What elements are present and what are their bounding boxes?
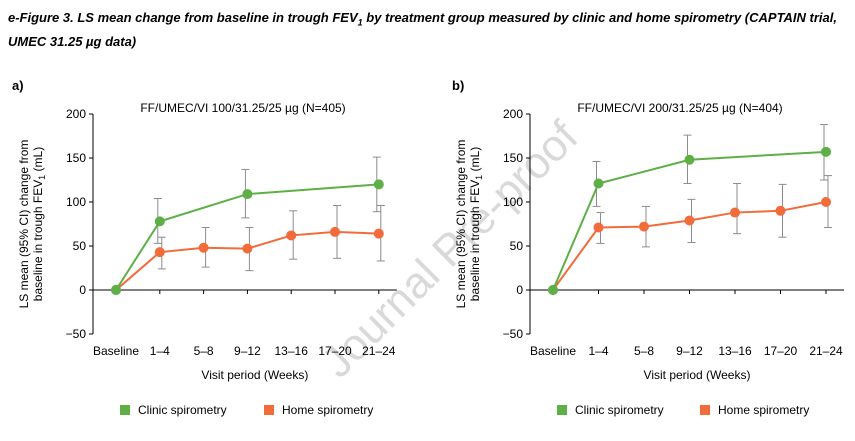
legend-swatch-home <box>700 405 710 415</box>
x-tick-label: 5–8 <box>194 344 214 358</box>
data-point-home <box>330 226 340 237</box>
data-point-clinic <box>548 285 558 295</box>
y-tick-label: 100 <box>66 195 86 209</box>
series-line-home <box>552 201 827 291</box>
data-point-clinic <box>154 216 165 227</box>
caption-text: e-Figure 3. LS mean change from baseline… <box>8 10 358 25</box>
data-point-home <box>154 247 165 258</box>
y-tick-label: −50 <box>503 327 524 341</box>
x-axis-label: Visit period (Weeks) <box>201 368 308 382</box>
x-tick-label: 21–24 <box>809 344 843 358</box>
data-point-home <box>286 230 297 241</box>
legend-panel-a: Clinic spirometry Home spirometry <box>120 403 373 417</box>
legend-label-clinic: Clinic spirometry <box>138 403 227 417</box>
x-tick-label: 17–20 <box>764 344 798 358</box>
series-line-home <box>115 230 379 291</box>
x-tick-label: 21–24 <box>362 344 396 358</box>
data-point-clinic <box>111 285 121 295</box>
legend-swatch-home <box>264 405 274 415</box>
data-point-home <box>684 215 695 226</box>
x-tick-label: 5–8 <box>634 344 654 358</box>
legend-panel-b: Clinic spirometry Home spirometry <box>557 403 809 417</box>
x-tick-label: 1–4 <box>150 344 170 358</box>
x-axis-label: Visit period (Weeks) <box>644 368 751 382</box>
y-tick-label: 50 <box>510 239 524 253</box>
caption-line-1: e-Figure 3. LS mean change from baseline… <box>8 6 848 30</box>
chart-title: FF/UMEC/VI 200/31.25/25 µg (N=404) <box>577 101 782 115</box>
y-tick-label: 0 <box>516 283 523 297</box>
data-point-home <box>373 228 384 239</box>
data-point-home <box>242 243 253 254</box>
x-tick-label: 9–12 <box>234 344 261 358</box>
chart-title: FF/UMEC/VI 100/31.25/25 µg (N=405) <box>140 101 345 115</box>
x-tick-label: 17–20 <box>318 344 352 358</box>
x-tick-label: 13–16 <box>718 344 752 358</box>
legend-label-home: Home spirometry <box>718 403 809 417</box>
data-point-home <box>730 207 740 218</box>
y-axis-label-line2: baseline in trough FEV1 (mL) <box>31 147 47 301</box>
data-point-clinic <box>242 189 253 200</box>
data-point-clinic <box>821 146 831 157</box>
data-point-clinic <box>684 154 695 165</box>
legend-swatch-clinic <box>557 405 567 415</box>
panel-label: a) <box>12 78 24 93</box>
y-tick-label: 50 <box>73 239 87 253</box>
x-tick-label: Baseline <box>530 344 576 358</box>
data-point-clinic <box>593 178 604 189</box>
data-point-home <box>639 221 649 232</box>
data-point-home <box>593 222 604 233</box>
chart-panel-b: b) FF/UMEC/VI 200/31.25/25 µg (N=404) −50 0… <box>452 78 844 382</box>
y-axis-label-line1: LS mean (95% CI) change from <box>17 140 31 309</box>
y-tick-label: 200 <box>66 107 86 121</box>
figure-caption: e-Figure 3. LS mean change from baseline… <box>8 6 848 54</box>
legend-label-home: Home spirometry <box>282 403 373 417</box>
y-tick-label: 100 <box>503 195 523 209</box>
data-point-home <box>821 197 831 207</box>
legend-swatch-clinic <box>120 405 130 415</box>
chart-panel-a: a) FF/UMEC/VI 100/31.25/25 µg (N=405) −50 0… <box>12 78 397 382</box>
panel-label: b) <box>452 78 464 93</box>
series-line-clinic <box>552 150 827 291</box>
x-tick-label: 13–16 <box>275 344 309 358</box>
chart-root: a) FF/UMEC/VI 100/31.25/25 µg (N=405) −50 0… <box>12 78 844 382</box>
y-tick-label: −50 <box>66 327 87 341</box>
caption-line-2: UMEC 31.25 µg data) <box>8 34 137 49</box>
data-point-home <box>198 242 209 253</box>
data-point-home <box>775 205 786 216</box>
y-axis-label-line1: LS mean (95% CI) change from <box>454 140 468 309</box>
caption-subscript: 1 <box>357 17 363 28</box>
data-point-clinic <box>373 179 384 190</box>
y-tick-label: 200 <box>503 107 523 121</box>
x-tick-label: Baseline <box>93 344 139 358</box>
x-tick-label: 9–12 <box>676 344 703 358</box>
x-tick-label: 1–4 <box>588 344 608 358</box>
series-line-clinic <box>115 183 379 291</box>
legend-label-clinic: Clinic spirometry <box>575 403 664 417</box>
y-tick-label: 0 <box>79 283 86 297</box>
y-tick-label: 150 <box>503 151 523 165</box>
y-axis-label-line2: baseline in trough FEV1 (mL) <box>468 147 484 301</box>
y-tick-label: 150 <box>66 151 86 165</box>
caption-text-continued: by treatment group measured by clinic an… <box>362 10 837 25</box>
